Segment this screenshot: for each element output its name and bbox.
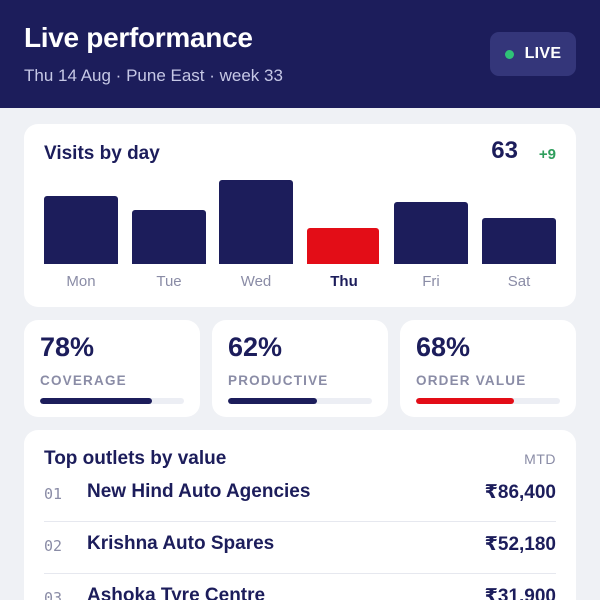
page-subtitle: Thu 14 Aug · Pune East · week 33: [24, 66, 283, 85]
kpi-progress-track: [416, 398, 560, 404]
kpi-label: ORDER VALUE: [416, 373, 527, 388]
outlet-row[interactable]: 01 New Hind Auto Agencies ₹86,400: [44, 470, 556, 522]
kpi-progress-track: [40, 398, 184, 404]
visits-total: 63: [491, 137, 518, 164]
day-label-tue: Tue: [156, 273, 182, 290]
live-label: LIVE: [524, 45, 562, 62]
kpi-progress-fill: [40, 398, 153, 404]
visits-card-title: Visits by day: [44, 143, 160, 164]
outlet-rank: 01: [44, 485, 63, 503]
outlet-row[interactable]: 02 Krishna Auto Spares ₹52,180: [44, 522, 556, 574]
bar-tue[interactable]: [132, 210, 206, 264]
kpi-value: 68%: [416, 332, 471, 362]
day-label-thu: Thu: [330, 273, 358, 290]
bar-mon[interactable]: [44, 196, 118, 264]
outlet-row[interactable]: 03 Ashoka Tyre Centre ₹31,900: [44, 574, 556, 600]
live-status-badge[interactable]: LIVE: [490, 32, 576, 76]
bar-sat[interactable]: [482, 218, 556, 264]
kpi-progress-fill: [416, 398, 514, 404]
day-label-sat: Sat: [507, 273, 531, 290]
kpi-label: PRODUCTIVE: [228, 373, 329, 388]
outlet-rank: 03: [44, 589, 63, 600]
day-label-mon: Mon: [66, 273, 96, 290]
day-label-fri: Fri: [422, 273, 440, 290]
kpi-progress-fill: [228, 398, 318, 404]
visits-by-day-card: Visits by day 63 +9 Mon Tue Wed Thu Fri Sat: [24, 124, 576, 307]
kpi-value: 62%: [228, 332, 283, 362]
header: Live performance Thu 14 Aug · Pune East …: [0, 0, 600, 108]
outlet-value: ₹52,180: [484, 534, 556, 555]
kpi-label: COVERAGE: [40, 373, 127, 388]
outlets-period-label: MTD: [524, 451, 556, 467]
kpi-card-productive[interactable]: 62% PRODUCTIVE: [212, 320, 388, 417]
bar-fri[interactable]: [394, 202, 468, 264]
top-outlets-card: Top outlets by value MTD 01 New Hind Aut…: [24, 430, 576, 600]
outlet-value: ₹31,900: [484, 586, 556, 600]
kpi-card-coverage[interactable]: 78% COVERAGE: [24, 320, 200, 417]
outlet-name: New Hind Auto Agencies: [87, 481, 311, 502]
outlet-value: ₹86,400: [484, 482, 556, 503]
outlet-rank: 02: [44, 537, 63, 555]
outlet-name: Krishna Auto Spares: [87, 533, 275, 554]
kpi-value: 78%: [40, 332, 95, 362]
live-dot-icon: [504, 49, 514, 59]
day-label-wed: Wed: [240, 273, 272, 290]
outlet-name: Ashoka Tyre Centre: [87, 585, 266, 600]
bar-thu[interactable]: [307, 228, 379, 264]
kpi-card-order-value[interactable]: 68% ORDER VALUE: [400, 320, 576, 417]
page-title: Live performance: [24, 22, 253, 53]
kpi-progress-track: [228, 398, 372, 404]
outlets-card-title: Top outlets by value: [44, 448, 227, 469]
visits-delta: +9: [538, 146, 556, 163]
visits-bar-chart: Mon Tue Wed Thu Fri Sat: [44, 164, 556, 290]
bar-wed[interactable]: [219, 180, 293, 264]
